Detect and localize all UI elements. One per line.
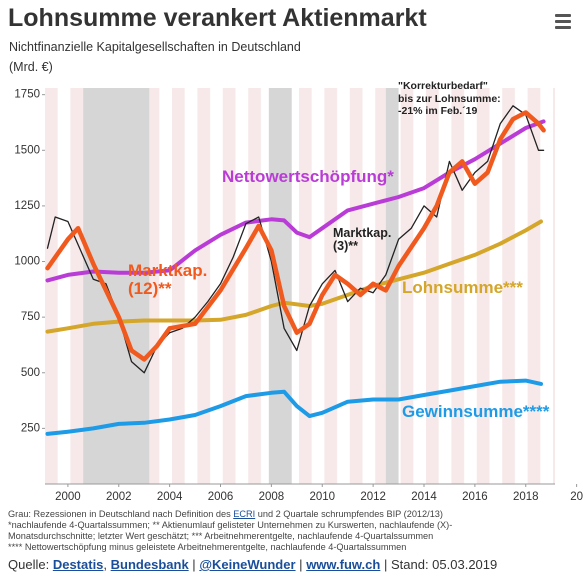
footnotes: Grau: Rezessionen in Deutschland nach De… <box>8 509 578 553</box>
y-tick-label: 1500 <box>14 144 40 156</box>
series-label: Lohnsumme*** <box>402 278 523 297</box>
link[interactable]: ECRI <box>233 509 256 519</box>
link[interactable]: @KeineWunder <box>199 557 296 572</box>
footnote-text: Grau: Rezessionen in Deutschland nach De… <box>8 509 231 519</box>
series-label: Nettowertschöpfung* <box>222 167 394 186</box>
x-tick-label: 2010 <box>309 491 335 503</box>
title: Lohnsumme verankert Aktienmarkt <box>8 4 427 32</box>
footnote-line: **** Nettowertschöpfung minus geleistete… <box>8 542 407 553</box>
x-tick-label: 2000 <box>55 491 81 503</box>
footer-date: Stand: 05.03.2019 <box>390 557 498 572</box>
link[interactable]: www.fuw.ch <box>306 557 381 572</box>
series-line <box>45 378 543 436</box>
series-line <box>45 110 546 362</box>
series-label: Gewinnsumme**** <box>402 402 550 421</box>
footnote-text: und 2 Quartale schrumpfendes BIP (2012/1… <box>257 509 443 519</box>
series-label: Marktkap. (3)** <box>333 226 392 254</box>
footer-label: Quelle: <box>8 557 50 572</box>
recession-band <box>385 88 399 484</box>
x-tick-label: 2006 <box>208 491 234 503</box>
y-tick-label: 1250 <box>14 200 40 212</box>
recession-band <box>83 88 150 484</box>
x-tick-label: 2012 <box>360 491 386 503</box>
link[interactable]: Destatis <box>52 557 104 572</box>
y-tick-label: 500 <box>21 367 40 379</box>
annotation: "Korrekturbedarf" bis zur Lohnsumme: -21… <box>398 80 501 118</box>
x-tick-label: 2004 <box>157 491 183 503</box>
annotation-line: "Korrekturbedarf" <box>398 80 488 92</box>
annotation-line: bis zur Lohnsumme: <box>398 92 501 105</box>
footer: Quelle: Destatis, Bundesbank | @KeineWun… <box>8 557 497 572</box>
footnote-line: Monatsdurchschnitte; letzter Wert geschä… <box>8 531 434 542</box>
x-tick-label: 2016 <box>462 491 488 503</box>
y-tick-label: 1000 <box>14 256 40 268</box>
x-tick-label: 2008 <box>259 491 285 503</box>
y-tick-label: 1750 <box>14 89 40 101</box>
footnote-line: Grau: Rezessionen in Deutschland nach De… <box>8 509 578 520</box>
separator: | <box>192 557 196 572</box>
footnote-line: *nachlaufende 4-Quartalssummen; ** Aktie… <box>8 520 453 531</box>
menu-button[interactable] <box>555 14 571 32</box>
series-line <box>45 219 543 334</box>
y-tick-label: 750 <box>21 311 40 323</box>
series-line <box>46 105 545 374</box>
series-label: Marktkap. (12)** <box>128 261 208 298</box>
x-tick-label: 2018 <box>513 491 539 503</box>
subtitle: Nichtfinanzielle Kapitalgesellschaften i… <box>9 40 301 54</box>
unit-label: (Mrd. €) <box>9 60 53 74</box>
x-tick-label: 2002 <box>106 491 132 503</box>
x-tick-label: 2014 <box>411 491 437 503</box>
link[interactable]: Bundesbank <box>110 557 189 572</box>
separator: | <box>383 557 388 572</box>
y-tick-label: 250 <box>21 422 40 434</box>
x-tick-label: 20 <box>570 491 583 503</box>
separator: , <box>103 557 108 572</box>
annotation-line: -21% im Feb.´19 <box>398 105 478 118</box>
separator: | <box>299 557 303 572</box>
